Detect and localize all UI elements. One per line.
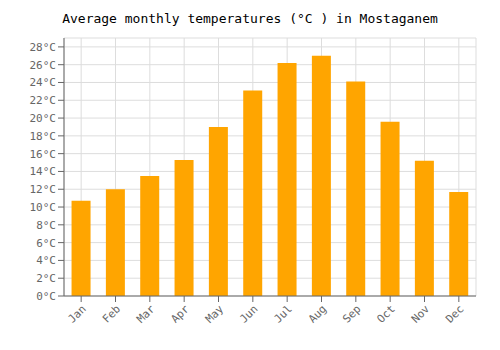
- svg-text:Oct: Oct: [375, 302, 398, 325]
- svg-text:20°C: 20°C: [30, 112, 57, 125]
- svg-text:Dec: Dec: [443, 302, 466, 325]
- svg-text:Apr: Apr: [169, 302, 193, 326]
- svg-text:4°C: 4°C: [36, 254, 56, 267]
- svg-text:14°C: 14°C: [30, 165, 57, 178]
- svg-text:Aug: Aug: [306, 302, 329, 325]
- svg-text:16°C: 16°C: [30, 148, 57, 161]
- svg-text:May: May: [203, 302, 227, 326]
- svg-text:Sep: Sep: [340, 302, 363, 325]
- svg-text:Jan: Jan: [66, 302, 89, 325]
- svg-text:18°C: 18°C: [30, 130, 57, 143]
- svg-text:10°C: 10°C: [30, 201, 57, 214]
- svg-text:Feb: Feb: [100, 302, 123, 325]
- html-text:Average monthly temperatures (: Average monthly temperatures (°C ) in Mo…: [62, 11, 438, 26]
- svg-text:12°C: 12°C: [30, 183, 57, 196]
- svg-text:8°C: 8°C: [36, 219, 56, 232]
- svg-text:26°C: 26°C: [30, 59, 57, 72]
- svg-text:0°C: 0°C: [36, 290, 56, 303]
- svg-text:6°C: 6°C: [36, 237, 56, 250]
- svg-text:28°C: 28°C: [30, 41, 57, 54]
- svg-text:2°C: 2°C: [36, 272, 56, 285]
- svg-text:Mar: Mar: [134, 302, 158, 326]
- svg-text:Nov: Nov: [409, 302, 433, 326]
- svg-text:Jun: Jun: [237, 302, 260, 325]
- svg-text:22°C: 22°C: [30, 94, 57, 107]
- svg-text:24°C: 24°C: [30, 76, 57, 89]
- svg-text:Jul: Jul: [272, 302, 295, 325]
